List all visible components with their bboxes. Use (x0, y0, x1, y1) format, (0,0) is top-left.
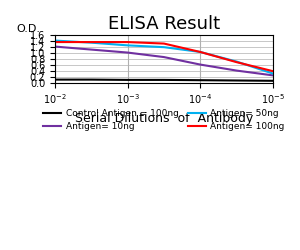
Antigen= 50ng (271, 72, 275, 75)
Antigen= 100ng (271, 70, 275, 73)
Control Antigen = 100ng (89, 78, 93, 81)
Legend: Control Antigen = 100ng, Antigen= 10ng, Antigen= 50ng, Antigen= 100ng: Control Antigen = 100ng, Antigen= 10ng, … (40, 105, 288, 135)
Line: Antigen= 50ng: Antigen= 50ng (55, 40, 273, 74)
Control Antigen = 100ng (53, 78, 57, 81)
Control Antigen = 100ng (271, 79, 275, 82)
Antigen= 100ng (53, 40, 57, 43)
Antigen= 50ng (162, 46, 166, 49)
Control Antigen = 100ng (199, 79, 202, 82)
Line: Control Antigen = 100ng: Control Antigen = 100ng (55, 80, 273, 81)
Antigen= 10ng (199, 63, 202, 66)
Control Antigen = 100ng (126, 78, 129, 82)
Antigen= 50ng (235, 60, 238, 63)
Antigen= 50ng (199, 50, 202, 53)
Y-axis label: O.D.: O.D. (17, 24, 41, 34)
X-axis label: Serial Dilutions  of  Antibody: Serial Dilutions of Antibody (75, 112, 253, 125)
Antigen= 50ng (89, 41, 93, 44)
Antigen= 50ng (126, 44, 129, 47)
Antigen= 100ng (89, 40, 93, 43)
Antigen= 10ng (53, 45, 57, 48)
Antigen= 100ng (162, 42, 166, 45)
Antigen= 10ng (89, 48, 93, 51)
Antigen= 10ng (271, 74, 275, 77)
Antigen= 10ng (162, 56, 166, 58)
Antigen= 100ng (199, 50, 202, 53)
Antigen= 100ng (235, 61, 238, 64)
Antigen= 50ng (53, 39, 57, 42)
Antigen= 100ng (126, 40, 129, 43)
Control Antigen = 100ng (162, 78, 166, 82)
Antigen= 10ng (235, 69, 238, 72)
Line: Antigen= 100ng: Antigen= 100ng (55, 42, 273, 71)
Antigen= 10ng (126, 51, 129, 54)
Title: ELISA Result: ELISA Result (108, 15, 220, 33)
Line: Antigen= 10ng: Antigen= 10ng (55, 46, 273, 76)
Control Antigen = 100ng (235, 79, 238, 82)
